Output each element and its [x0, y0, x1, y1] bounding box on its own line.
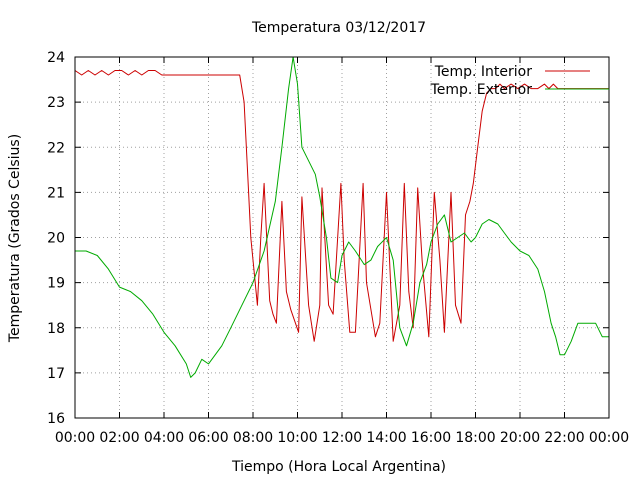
x-axis-label: Tiempo (Hora Local Argentina) — [231, 459, 446, 475]
y-tick-label: 19 — [47, 276, 65, 292]
y-tick-label: 22 — [47, 140, 65, 156]
x-tick-label: 00:00 — [589, 430, 629, 446]
x-tick-labels: 00:00 02:00 04:00 06:00 08:00 10:00 12:00 14:00… — [55, 430, 629, 446]
x-tick-label: 22:00 — [544, 430, 584, 446]
x-tick-label: 16:00 — [411, 430, 451, 446]
y-axis-label: Temperatura (Grados Celsius) — [7, 134, 23, 343]
legend: Temp. Interior Temp. Exterior — [430, 64, 609, 98]
legend-label-exterior: Temp. Exterior — [430, 82, 533, 98]
x-tick-label: 04:00 — [144, 430, 184, 446]
chart-title: Temperatura 03/12/2017 — [251, 20, 426, 36]
grid-lines — [75, 57, 609, 418]
series-line-interior — [74, 70, 609, 342]
legend-label-interior: Temp. Interior — [434, 64, 533, 80]
y-tick-label: 23 — [47, 95, 65, 111]
y-tick-labels: 16 17 18 19 20 21 22 23 24 — [47, 50, 65, 427]
series-layer — [74, 56, 609, 378]
x-tick-label: 06:00 — [188, 430, 228, 446]
x-tick-label: 18:00 — [455, 430, 495, 446]
x-tick-label: 08:00 — [233, 430, 273, 446]
y-tick-label: 16 — [47, 411, 65, 427]
y-tick-label: 21 — [47, 185, 65, 201]
y-tick-label: 18 — [47, 321, 65, 337]
y-tick-label: 24 — [47, 50, 65, 66]
x-tick-label: 10:00 — [277, 430, 317, 446]
x-tick-label: 20:00 — [500, 430, 540, 446]
series-line-exterior — [75, 56, 609, 378]
x-tick-label: 02:00 — [99, 430, 139, 446]
x-tick-label: 00:00 — [55, 430, 95, 446]
y-tick-label: 20 — [47, 231, 65, 247]
y-tick-label: 17 — [47, 366, 65, 382]
x-tick-label: 12:00 — [322, 430, 362, 446]
x-tick-label: 14:00 — [366, 430, 406, 446]
axis-ticks — [74, 56, 610, 419]
